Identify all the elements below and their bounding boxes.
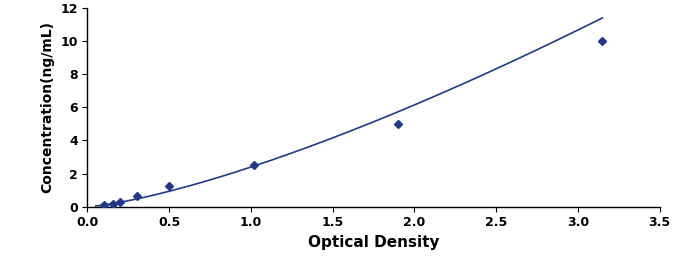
X-axis label: Optical Density: Optical Density xyxy=(308,235,439,250)
Y-axis label: Concentration(ng/mL): Concentration(ng/mL) xyxy=(40,21,55,193)
